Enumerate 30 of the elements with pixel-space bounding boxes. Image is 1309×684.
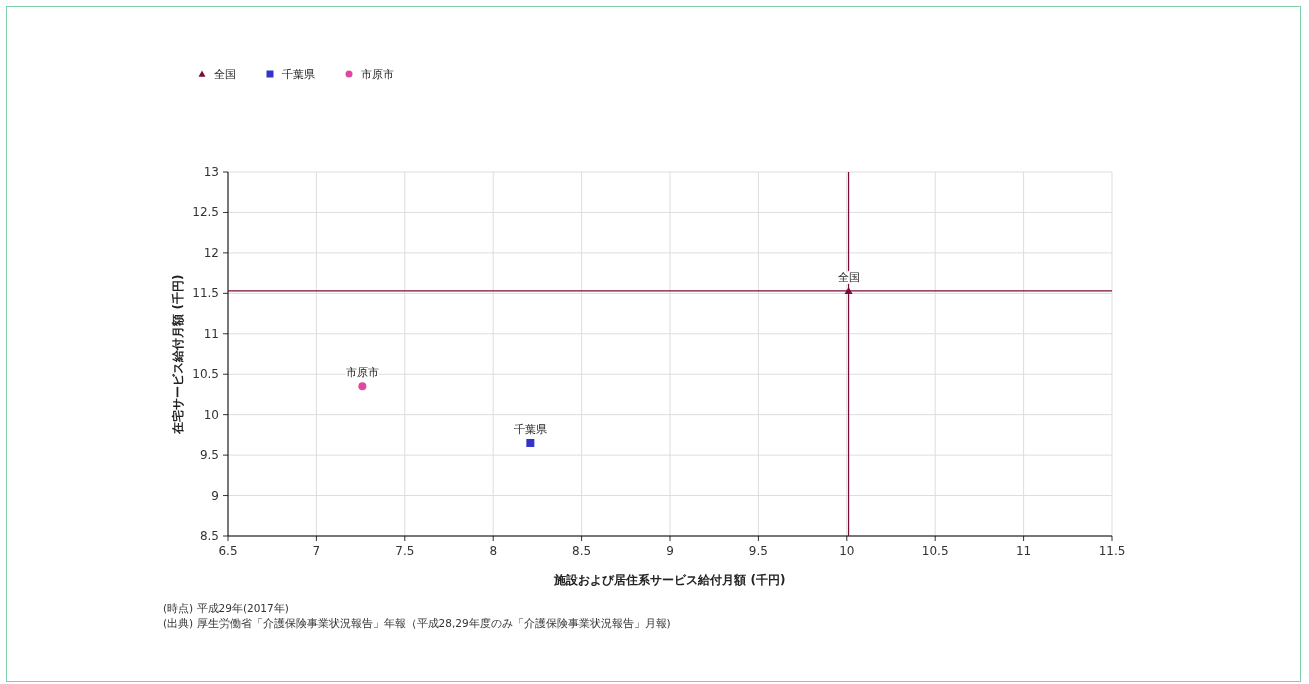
legend-label: 全国 [214,68,236,81]
y-tick-label: 10.5 [192,367,219,382]
point [526,438,535,447]
x-tick-label: 8 [489,544,498,558]
text: (出典) 厚生労働省「介護保険事業状況報告」年報（平成28,29年度のみ「介護保険事業状況報告」月報) [163,617,671,629]
x-tick-label: 7.5 [395,544,415,558]
x-tick-label: 9 [666,544,674,558]
y-tick-label: 11.5 [192,286,219,301]
x-tick-label: 7 [312,544,321,558]
y-tick-label: 10 [203,407,219,422]
y-tick-label: 12 [203,245,219,260]
y-tick-label: 9.5 [199,448,219,463]
y-tick-label: 8.5 [199,529,219,543]
y-tick-label: 9 [211,488,219,503]
x-tick-label: 9.5 [748,544,768,558]
x-tick-label: 8.5 [572,544,592,558]
y-tick-label: 11 [203,326,219,341]
x-tick-label: 10.5 [921,544,949,558]
x-tick-label: 10 [839,544,855,558]
text: (時点) 平成29年(2017年) [163,602,289,614]
y-tick-label: 13 [203,165,219,179]
x-tick-label: 6.5 [218,544,238,558]
point [358,382,367,391]
y-axis-title: 在宅サービス給付月額 (千円) [171,274,185,435]
y-tick-label: 12.5 [192,205,219,220]
x-tick-label: 11 [1015,544,1032,558]
x-axis-title: 施設および居住系サービス給付月額 (千円) [553,573,786,587]
legend-label: 市原市 [361,68,394,81]
x-tick-label: 11.5 [1098,544,1126,558]
legend-label: 千葉県 [282,68,315,81]
